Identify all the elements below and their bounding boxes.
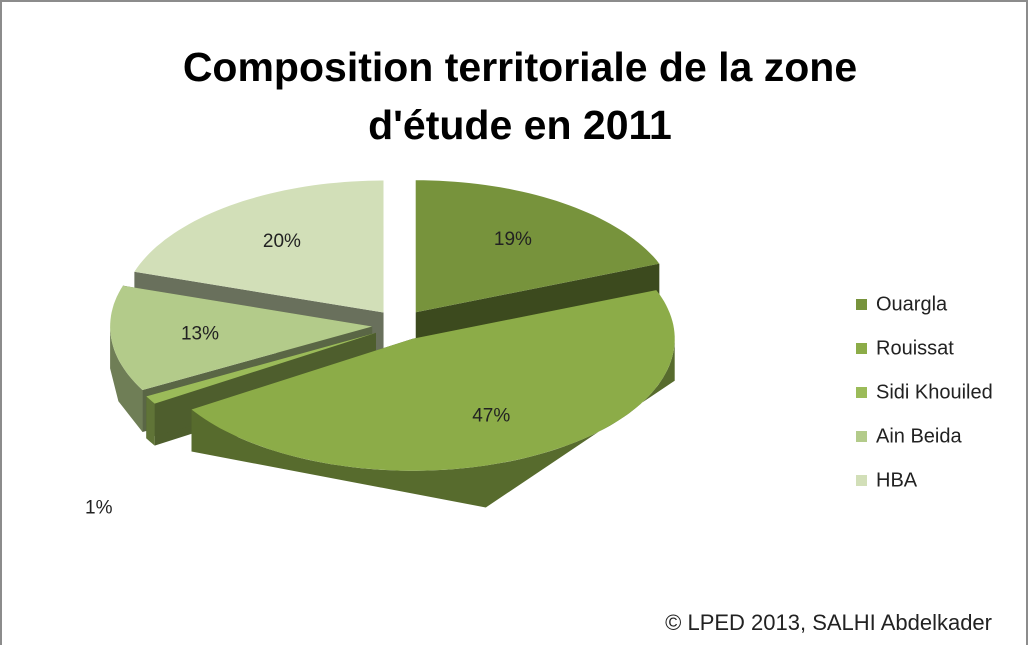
credit: © LPED 2013, SALHI Abdelkader xyxy=(665,610,992,635)
slice xyxy=(110,285,373,390)
data-label: 13% xyxy=(181,324,219,345)
chart-title: Composition territoriale de la zone d'ét… xyxy=(182,44,858,148)
data-label: 1% xyxy=(85,497,113,518)
legend-swatch xyxy=(856,343,867,354)
legend-swatch xyxy=(856,387,867,398)
slice xyxy=(134,180,384,313)
slice xyxy=(146,332,376,404)
slice-wall xyxy=(191,338,675,508)
slice-wall xyxy=(146,396,155,446)
data-label: 47% xyxy=(472,405,510,426)
legend-label: Rouissat xyxy=(876,337,954,359)
slice xyxy=(191,290,675,471)
legend-label: Sidi Khouiled xyxy=(876,381,993,403)
slice xyxy=(415,180,660,313)
data-label: 20% xyxy=(263,231,301,252)
legend-label: HBA xyxy=(876,469,918,491)
legend-swatch xyxy=(856,431,867,442)
legend-label: Ouargla xyxy=(876,293,948,315)
slice-wall xyxy=(110,326,143,432)
legend-swatch xyxy=(856,299,867,310)
data-label: 19% xyxy=(494,229,532,250)
legend-label: Ain Beida xyxy=(876,425,962,447)
legend-swatch xyxy=(856,475,867,486)
